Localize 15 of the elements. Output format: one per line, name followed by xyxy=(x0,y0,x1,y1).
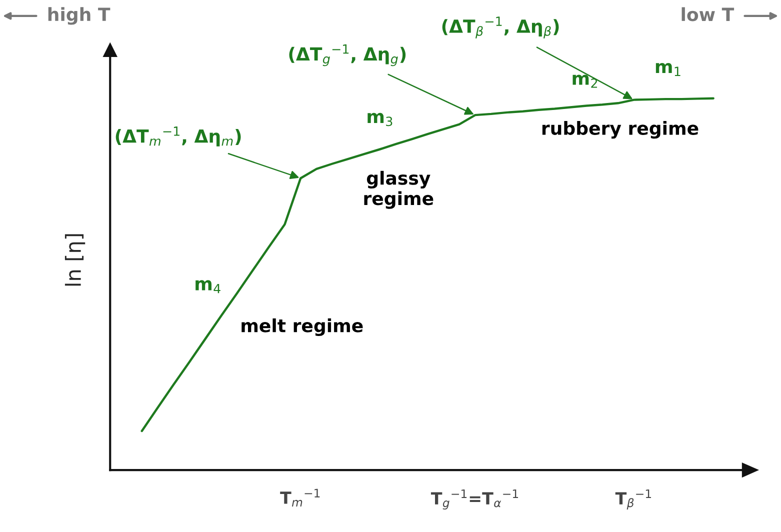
text: high T xyxy=(48,7,110,25)
annotation: m$_{4}$ xyxy=(196,280,220,294)
x-tick-label: T$_{m}$$^{−1}$ xyxy=(280,488,320,506)
y-axis-title: ln [η] xyxy=(64,234,86,286)
annotation: rubbery regime xyxy=(542,121,698,139)
text: m$_{1}$ xyxy=(656,62,680,76)
annotation: (ΔT$_{β}$$^{−1}$, Δη$_{β}$) xyxy=(442,16,559,38)
annotation: melt regime xyxy=(242,318,363,336)
annotation: m$_{3}$ xyxy=(368,112,392,126)
annotation: glassy regime xyxy=(364,170,434,209)
annotation: (ΔT$_{g}$$^{−1}$, Δη$_{g}$) xyxy=(289,44,406,66)
annotation: (ΔT$_{m}$$^{−1}$, Δη$_{m}$) xyxy=(116,126,241,146)
text: low T xyxy=(682,7,734,22)
x-tick-label: T$_{g}$$^{−1}$=T$_{α}$$^{−1}$ xyxy=(430,489,518,510)
x-tick-label: T$_{β}$$^{−1}$ xyxy=(615,489,651,510)
